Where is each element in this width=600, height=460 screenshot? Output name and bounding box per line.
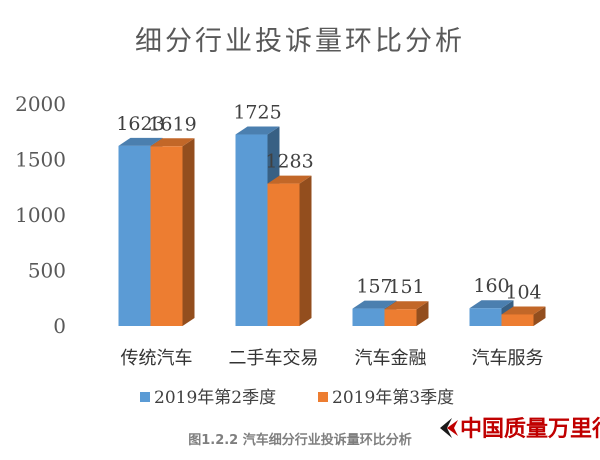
bar-top	[384, 301, 429, 310]
data-label: 1619	[148, 113, 196, 135]
y-tick-label: 1500	[15, 148, 66, 172]
legend-label: 2019年第3季度	[332, 388, 454, 408]
bar	[384, 301, 429, 326]
bar-front	[384, 309, 417, 326]
bar-top	[235, 126, 280, 135]
x-tick-label: 汽车服务	[472, 348, 544, 369]
y-tick-label: 2000	[15, 92, 66, 116]
bar-top	[501, 306, 546, 315]
x-tick-label: 二手车交易	[229, 348, 319, 369]
data-label: 160	[473, 275, 509, 297]
figure-caption: 图1.2.2 汽车细分行业投诉量环比分析	[188, 432, 412, 448]
bar-side	[299, 175, 312, 326]
logo-text: 中国质量万里行	[460, 416, 600, 442]
y-axis: 0 500 1000 1500 2000	[15, 92, 66, 338]
x-tick-label: 汽车金融	[355, 348, 427, 369]
bar-top	[267, 175, 312, 184]
legend: 2019年第2季度 2019年第3季度	[140, 388, 454, 408]
y-tick-label: 1000	[15, 203, 66, 227]
bar-front	[150, 146, 183, 326]
data-label: 1725	[233, 102, 281, 124]
data-label: 151	[388, 276, 424, 298]
legend-swatch	[140, 392, 150, 402]
legend-item: 2019年第2季度	[140, 388, 276, 408]
chart-title: 细分行业投诉量环比分析	[135, 26, 465, 57]
data-label: 104	[505, 281, 541, 303]
bar	[150, 138, 195, 326]
bar-front	[235, 134, 268, 326]
data-label: 157	[356, 276, 392, 298]
bar-front	[469, 308, 502, 326]
legend-item: 2019年第3季度	[318, 388, 454, 408]
data-label: 1283	[265, 151, 313, 173]
bar-side	[416, 301, 429, 326]
bar-top	[469, 300, 514, 309]
data-label: 1623	[116, 113, 164, 135]
bar-top	[118, 137, 163, 146]
bar-front	[267, 183, 300, 326]
bar-side	[182, 138, 195, 326]
legend-label: 2019年第2季度	[154, 388, 276, 408]
bar-top	[352, 300, 397, 309]
x-axis: 传统汽车 二手车交易 汽车金融 汽车服务	[121, 348, 544, 369]
bar-front	[352, 308, 385, 326]
bar-top	[150, 138, 195, 147]
x-tick-label: 传统汽车	[121, 348, 193, 369]
y-tick-label: 0	[53, 314, 66, 338]
bar-front	[501, 314, 534, 326]
legend-swatch	[318, 392, 328, 402]
logo: 中国质量万里行	[440, 416, 600, 442]
bar	[501, 306, 546, 326]
bar-front	[118, 145, 151, 326]
y-tick-label: 500	[28, 259, 66, 283]
logo-mark-icon	[440, 418, 458, 438]
bar-side	[533, 306, 546, 326]
bar	[267, 175, 312, 326]
